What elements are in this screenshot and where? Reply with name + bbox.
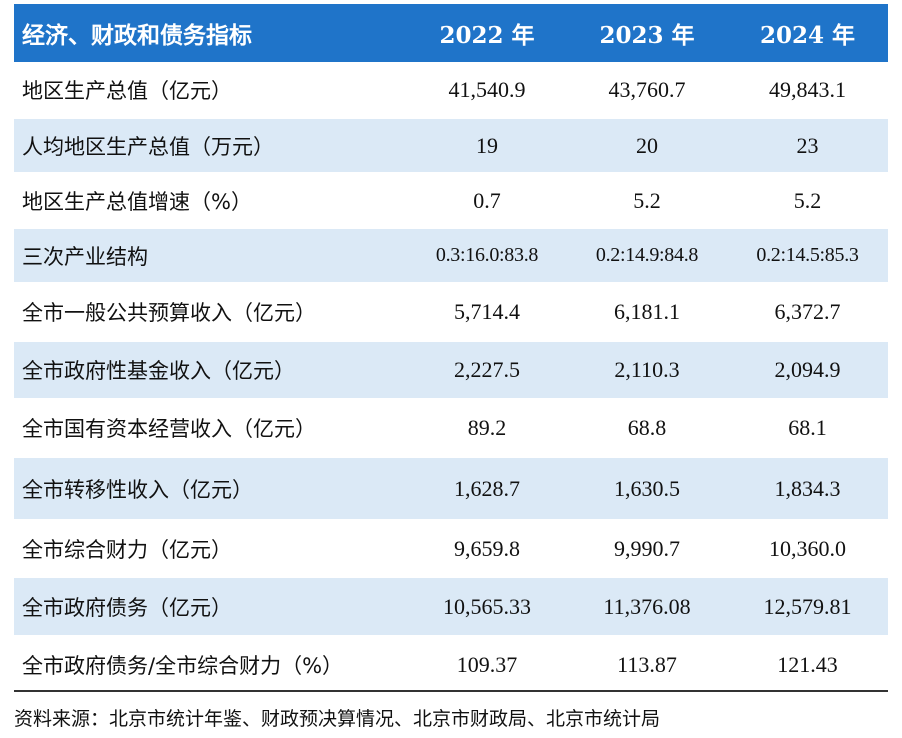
table-header: 经济、财政和债务指标 2022 年 2023 年 2024 年 bbox=[14, 4, 888, 62]
bottom-rule bbox=[14, 690, 888, 692]
cell-2024: 1,834.3 bbox=[727, 457, 888, 521]
cell-2023: 43,760.7 bbox=[567, 62, 727, 119]
cell-2023: 9,990.7 bbox=[567, 520, 727, 578]
cell-2022: 0.3:16.0:83.8 bbox=[407, 228, 567, 284]
table-row: 全市政府债务（亿元） 10,565.33 11,376.08 12,579.81 bbox=[14, 577, 888, 637]
table-row: 三次产业结构 0.3:16.0:83.8 0.2:14.9:84.8 0.2:1… bbox=[14, 228, 888, 284]
table-row: 全市政府债务/全市综合财力（%） 109.37 113.87 121.43 bbox=[14, 636, 888, 695]
cell-2023: 11,376.08 bbox=[567, 577, 727, 637]
cell-2022: 1,628.7 bbox=[407, 457, 567, 521]
cell-2024: 23 bbox=[727, 118, 888, 174]
row-label: 全市政府性基金收入（亿元） bbox=[14, 341, 407, 400]
cell-2024: 5.2 bbox=[727, 173, 888, 229]
table-row: 地区生产总值（亿元） 41,540.9 43,760.7 49,843.1 bbox=[14, 62, 888, 119]
cell-2022: 89.2 bbox=[407, 399, 567, 458]
row-label: 全市一般公共预算收入（亿元） bbox=[14, 283, 407, 342]
table-row: 全市一般公共预算收入（亿元） 5,714.4 6,181.1 6,372.7 bbox=[14, 283, 888, 342]
cell-2022: 41,540.9 bbox=[407, 62, 567, 119]
cell-2022: 5,714.4 bbox=[407, 283, 567, 342]
table-row: 全市综合财力（亿元） 9,659.8 9,990.7 10,360.0 bbox=[14, 520, 888, 578]
header-row: 经济、财政和债务指标 2022 年 2023 年 2024 年 bbox=[14, 4, 888, 62]
cell-2022: 9,659.8 bbox=[407, 520, 567, 578]
cell-2023: 5.2 bbox=[567, 173, 727, 229]
row-label: 人均地区生产总值（万元） bbox=[14, 118, 407, 174]
table-row: 全市国有资本经营收入（亿元） 89.2 68.8 68.1 bbox=[14, 399, 888, 458]
cell-2024: 12,579.81 bbox=[727, 577, 888, 637]
cell-2022: 2,227.5 bbox=[407, 341, 567, 400]
cell-2023: 6,181.1 bbox=[567, 283, 727, 342]
cell-2023: 0.2:14.9:84.8 bbox=[567, 228, 727, 284]
cell-2022: 0.7 bbox=[407, 173, 567, 229]
cell-2024: 49,843.1 bbox=[727, 62, 888, 119]
indicator-table: 经济、财政和债务指标 2022 年 2023 年 2024 年 地区生产总值（亿… bbox=[14, 4, 888, 695]
header-year-2023: 2023 年 bbox=[599, 22, 695, 49]
header-year-2022: 2022 年 bbox=[439, 22, 535, 49]
row-label: 地区生产总值增速（%） bbox=[14, 173, 407, 229]
cell-2024: 121.43 bbox=[727, 636, 888, 695]
table-row: 全市转移性收入（亿元） 1,628.7 1,630.5 1,834.3 bbox=[14, 457, 888, 521]
cell-2022: 109.37 bbox=[407, 636, 567, 695]
cell-2024: 0.2:14.5:85.3 bbox=[727, 228, 888, 284]
cell-2023: 68.8 bbox=[567, 399, 727, 458]
cell-2022: 19 bbox=[407, 118, 567, 174]
cell-2023: 20 bbox=[567, 118, 727, 174]
table-row: 地区生产总值增速（%） 0.7 5.2 5.2 bbox=[14, 173, 888, 229]
cell-2024: 2,094.9 bbox=[727, 341, 888, 400]
row-label: 全市综合财力（亿元） bbox=[14, 520, 407, 578]
row-label: 全市政府债务/全市综合财力（%） bbox=[14, 636, 407, 695]
cell-2023: 2,110.3 bbox=[567, 341, 727, 400]
table-body: 地区生产总值（亿元） 41,540.9 43,760.7 49,843.1 人均… bbox=[14, 62, 888, 695]
row-label: 全市转移性收入（亿元） bbox=[14, 457, 407, 521]
table-row: 全市政府性基金收入（亿元） 2,227.5 2,110.3 2,094.9 bbox=[14, 341, 888, 400]
cell-2022: 10,565.33 bbox=[407, 577, 567, 637]
table-row: 人均地区生产总值（万元） 19 20 23 bbox=[14, 118, 888, 174]
header-year-2024: 2024 年 bbox=[759, 22, 856, 49]
cell-2024: 10,360.0 bbox=[727, 520, 888, 578]
row-label: 全市国有资本经营收入（亿元） bbox=[14, 399, 407, 458]
row-label: 三次产业结构 bbox=[14, 228, 407, 284]
cell-2023: 113.87 bbox=[567, 636, 727, 695]
source-note: 资料来源：北京市统计年鉴、财政预决算情况、北京市财政局、北京市统计局 bbox=[14, 708, 661, 730]
cell-2023: 1,630.5 bbox=[567, 457, 727, 521]
row-label: 地区生产总值（亿元） bbox=[14, 62, 407, 119]
row-label: 全市政府债务（亿元） bbox=[14, 577, 407, 637]
cell-2024: 68.1 bbox=[727, 399, 888, 458]
header-indicator: 经济、财政和债务指标 bbox=[22, 23, 252, 49]
cell-2024: 6,372.7 bbox=[727, 283, 888, 342]
